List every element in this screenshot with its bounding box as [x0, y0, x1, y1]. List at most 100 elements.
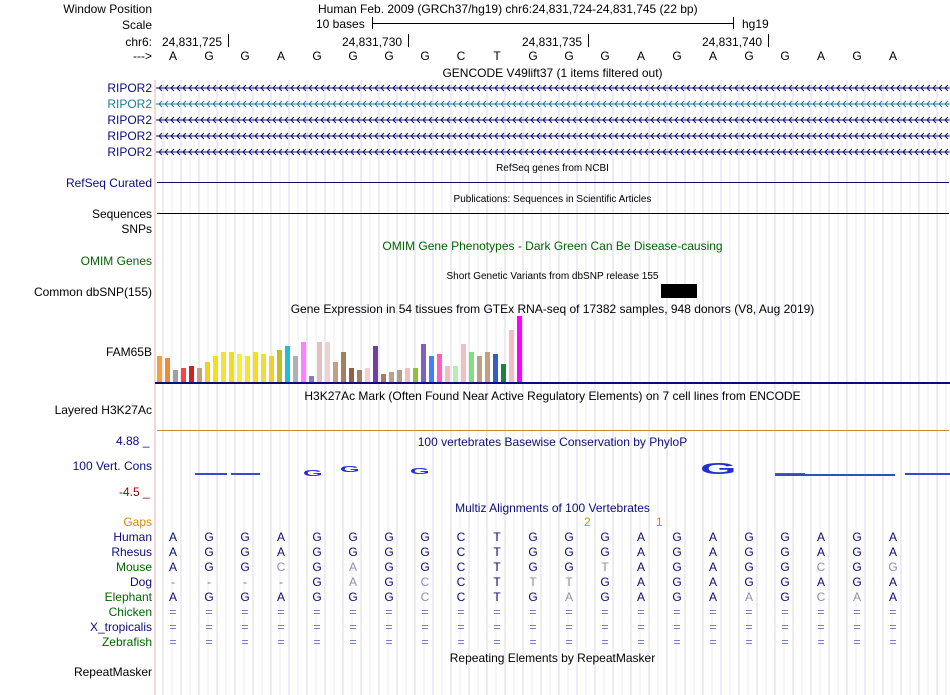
conservation-label[interactable]: 100 Vert. Cons	[72, 459, 152, 473]
alignment-base: G	[528, 590, 538, 604]
alignment-base: =	[529, 620, 537, 634]
alignment-base: G	[312, 590, 322, 604]
alignment-base: A	[708, 530, 717, 544]
refseq-gene-line[interactable]	[157, 182, 949, 183]
alignment-base: =	[817, 620, 825, 634]
alignment-base: G	[420, 560, 430, 574]
alignment-base: G	[240, 560, 250, 574]
alignment-base: A	[636, 530, 645, 544]
refseq-label[interactable]: RefSeq Curated	[65, 176, 152, 190]
sequence-base: G	[564, 49, 574, 63]
publications-label[interactable]: Sequences	[91, 207, 152, 221]
omim-track-title[interactable]: OMIM Gene Phenotypes - Dark Green Can Be…	[382, 239, 723, 253]
refseq-track-title[interactable]: RefSeq genes from NCBI	[496, 163, 609, 174]
alignment-base: A	[276, 530, 285, 544]
alignment-base: G	[852, 530, 862, 544]
gtex-tissue-bar	[317, 342, 322, 382]
window-position-value: Human Feb. 2009 (GRCh37/hg19) chr6:24,83…	[318, 2, 698, 16]
dbsnp-variant-block[interactable]	[661, 284, 697, 298]
alignment-base: =	[169, 605, 177, 619]
gtex-tissue-bar	[157, 356, 162, 382]
gtex-tissue-bar	[173, 370, 178, 382]
alignment-base: =	[709, 605, 717, 619]
omim-label[interactable]: OMIM Genes	[80, 254, 152, 268]
alignment-base: =	[493, 620, 501, 634]
alignment-base: G	[564, 530, 574, 544]
species-label[interactable]: Mouse	[115, 560, 152, 574]
alignment-base: G	[672, 575, 682, 589]
gencode-track-title[interactable]: GENCODE V49lift37 (1 items filtered out)	[442, 66, 663, 80]
gtex-tissue-bar	[213, 356, 218, 382]
species-label[interactable]: X_tropicalis	[89, 620, 152, 634]
species-label[interactable]: Chicken	[108, 605, 152, 619]
alignment-base: =	[529, 635, 537, 649]
alignment-base: A	[636, 560, 645, 574]
alignment-base: A	[708, 545, 717, 559]
conservation-track-title[interactable]: 100 vertebrates Basewise Conservation by…	[417, 435, 688, 449]
gtex-tissue-bar	[285, 346, 290, 382]
alignment-base: -	[171, 575, 175, 589]
alignment-base: =	[493, 605, 501, 619]
alignment-base: G	[528, 560, 538, 574]
gencode-transcript-arrows[interactable]	[156, 82, 950, 94]
alignment-base: =	[205, 635, 213, 649]
species-label[interactable]: Dog	[129, 575, 152, 589]
alignment-base: =	[709, 620, 717, 634]
dbsnp-track-title[interactable]: Short Genetic Variants from dbSNP releas…	[446, 271, 659, 282]
h3k27ac-label[interactable]: Layered H3K27Ac	[54, 403, 152, 417]
gencode-transcript-label[interactable]: RIPOR2	[107, 113, 152, 127]
alignment-base: G	[240, 530, 250, 544]
publications-track-title[interactable]: Publications: Sequences in Scientific Ar…	[453, 194, 652, 205]
gencode-transcript-arrows[interactable]	[156, 146, 950, 158]
dbsnp-label[interactable]: Common dbSNP(155)	[33, 285, 152, 299]
publications-line[interactable]	[157, 213, 949, 214]
alignment-base: G	[348, 530, 358, 544]
sequence-base: A	[636, 49, 645, 63]
alignment-base: A	[816, 530, 825, 544]
gtex-track-title[interactable]: Gene Expression in 54 tissues from GTEx …	[290, 302, 815, 316]
species-label[interactable]: Rhesus	[111, 545, 152, 559]
alignment-base: C	[456, 590, 466, 604]
gtex-tissue-bar	[437, 354, 442, 382]
conservation-logo-letter: G	[410, 466, 430, 475]
gtex-gene-label[interactable]: FAM65B	[105, 345, 152, 359]
gtex-tissue-bar	[253, 352, 258, 382]
gtex-expression-bars[interactable]	[155, 316, 950, 386]
sequence-base: G	[852, 49, 862, 63]
h3k27ac-track-title[interactable]: H3K27Ac Mark (Often Found Near Active Re…	[304, 389, 801, 403]
gencode-transcript-arrows[interactable]	[156, 130, 950, 142]
alignment-base: G	[744, 575, 754, 589]
gtex-tissue-bar	[309, 376, 314, 382]
repeatmasker-track-title[interactable]: Repeating Elements by RepeatMasker	[449, 651, 656, 665]
gencode-transcript-label[interactable]: RIPOR2	[107, 81, 152, 95]
alignment-base: G	[348, 545, 358, 559]
alignment-base: =	[709, 635, 717, 649]
gencode-transcript-label[interactable]: RIPOR2	[107, 97, 152, 111]
h3k27ac-signal-line[interactable]	[157, 430, 949, 431]
alignment-base: =	[241, 620, 249, 634]
alignment-base: =	[277, 605, 285, 619]
alignment-base: =	[853, 605, 861, 619]
gtex-tissue-bar	[429, 356, 434, 382]
gencode-transcript-arrows[interactable]	[156, 114, 950, 126]
species-label[interactable]: Elephant	[104, 590, 152, 604]
species-label[interactable]: Zebrafish	[101, 635, 152, 649]
multiz-track-title[interactable]: Multiz Alignments of 100 Vertebrates	[455, 501, 650, 515]
gaps-label[interactable]: Gaps	[123, 515, 152, 529]
alignment-base: A	[708, 590, 717, 604]
alignment-base: G	[672, 530, 682, 544]
gencode-transcript-label[interactable]: RIPOR2	[107, 145, 152, 159]
snps-label[interactable]: SNPs	[121, 222, 152, 236]
alignment-base: =	[349, 620, 357, 634]
gencode-transcript-label[interactable]: RIPOR2	[107, 129, 152, 143]
gtex-tissue-bar	[349, 368, 354, 382]
gencode-transcript-arrows[interactable]	[156, 98, 950, 110]
gtex-tissue-bar	[413, 368, 418, 382]
alignment-base: =	[529, 605, 537, 619]
alignment-base: A	[168, 530, 177, 544]
species-label[interactable]: Human	[113, 530, 152, 544]
alignment-base: =	[205, 620, 213, 634]
gtex-tissue-bar	[237, 354, 242, 382]
repeatmasker-label[interactable]: RepeatMasker	[73, 665, 152, 679]
